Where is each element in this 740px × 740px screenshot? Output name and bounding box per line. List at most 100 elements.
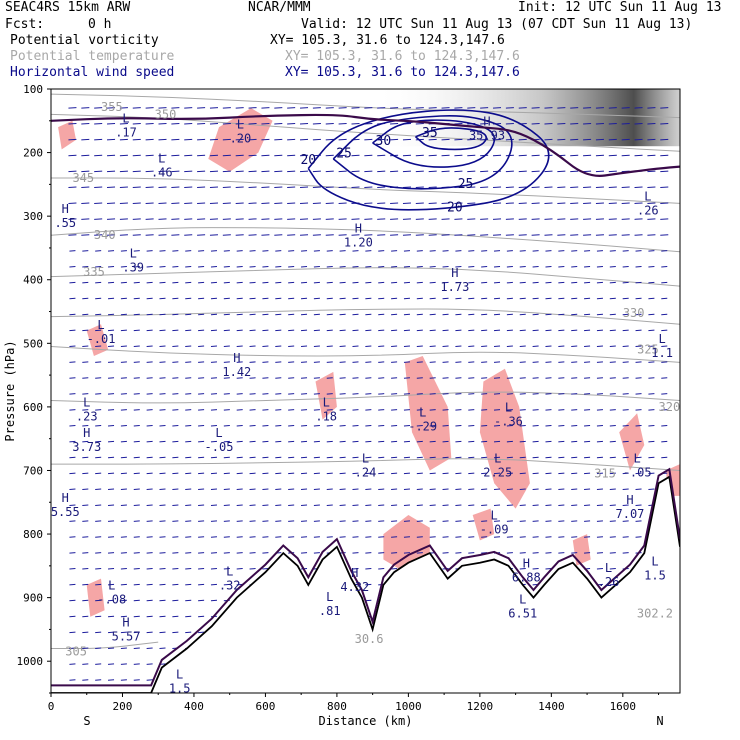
wind-vector (544, 202, 553, 204)
wind-vector (313, 313, 320, 316)
wind-vector (391, 377, 398, 379)
wind-vector (107, 663, 115, 665)
wind-vector (648, 472, 655, 475)
wind-vector (172, 504, 179, 506)
wind-vector (365, 424, 372, 427)
wind-vector (146, 409, 153, 411)
wind-vector (198, 266, 205, 268)
wind-vector (416, 552, 423, 554)
wind-vector (325, 234, 334, 236)
wind-vector (339, 504, 346, 506)
y-tick-label: 200 (23, 147, 43, 160)
wind-vector (609, 377, 616, 379)
wind-vector (262, 361, 269, 363)
wind-vector (120, 536, 127, 538)
wind-vector (274, 122, 283, 125)
wind-vector (442, 313, 449, 316)
wind-vector (120, 472, 127, 475)
wind-vector (133, 377, 140, 379)
theta-label-345: 345 (72, 171, 94, 185)
wind-vector (275, 424, 282, 427)
theta-label-330: 330 (623, 306, 645, 320)
wind-vector (532, 361, 539, 363)
wind-vector (429, 409, 436, 411)
wind-vector (82, 552, 89, 554)
pv-extremum-letter-26: L (108, 579, 115, 593)
wind-vector (107, 345, 115, 347)
wind-vector (313, 393, 320, 395)
wind-vector (468, 536, 475, 538)
wind-vector (647, 234, 656, 236)
wind-vector (249, 377, 256, 379)
theta-contour-330 (51, 308, 680, 325)
wind-vector (661, 424, 668, 427)
wind-vector (635, 440, 642, 443)
pv-extremum-value-21: -.05 (623, 465, 652, 479)
x-tick-label: 1600 (610, 700, 637, 713)
wind-speed-label-5: 25 (458, 177, 474, 192)
wind-vector (596, 440, 603, 443)
wind-vector (532, 313, 539, 316)
wind-vector (506, 424, 513, 427)
wind-vector (609, 345, 616, 347)
wind-vector (300, 345, 308, 347)
wind-vector (262, 440, 269, 443)
wind-vector (532, 472, 539, 475)
wind-vector (159, 345, 166, 347)
wind-vector (339, 266, 346, 268)
wind-vector (648, 440, 655, 443)
wind-vector (622, 281, 629, 284)
wind-vector (95, 424, 102, 427)
wind-vector (300, 472, 308, 475)
wind-vector (634, 107, 643, 109)
wind-vector (197, 218, 206, 220)
pv-anomaly-3 (86, 324, 109, 356)
wind-vector (82, 281, 89, 284)
field-xy-wind: XY= 105.3, 31.6 to 124.3,147.6 (285, 65, 520, 80)
wind-vector (95, 266, 102, 268)
wind-vector (622, 409, 629, 411)
wind-vector (235, 202, 244, 204)
wind-vector (223, 568, 230, 570)
wind-vector (352, 393, 359, 395)
wind-vector (172, 520, 179, 522)
wind-vector (222, 154, 231, 157)
wind-vector (81, 154, 90, 157)
pv-extremum-value-19: .24 (355, 465, 377, 479)
wind-vector (274, 218, 283, 220)
wind-vector (391, 313, 398, 316)
wind-vector (634, 218, 643, 220)
wind-vector (210, 568, 218, 570)
pv-extremum-letter-31: L (326, 590, 333, 604)
wind-vector (596, 250, 603, 252)
wind-speed-contour-35 (414, 127, 487, 151)
wind-vector (159, 520, 166, 522)
wind-vector (596, 552, 603, 554)
wind-vector (95, 599, 102, 602)
wind-vector (82, 568, 89, 570)
wind-vector (325, 202, 334, 204)
wind-vector (596, 456, 603, 459)
pv-extremum-value-3: .46 (151, 165, 173, 179)
wind-vector (378, 472, 385, 475)
wind-vector (442, 250, 449, 252)
wind-vector (416, 313, 423, 316)
pv-extremum-letter-17: H (83, 426, 90, 440)
wind-vector (584, 393, 591, 395)
wind-vector (352, 424, 359, 427)
wind-vector (236, 552, 243, 554)
wind-vector (595, 202, 604, 204)
pv-extremum-letter-34: L (176, 668, 183, 682)
wind-vector (210, 440, 218, 443)
wind-vector (352, 361, 359, 363)
wind-vector (415, 122, 424, 125)
wind-vector (660, 202, 669, 204)
wind-vector (402, 138, 411, 141)
wind-vector (545, 536, 552, 538)
wind-vector (648, 456, 655, 459)
wind-vector (505, 234, 514, 236)
wind-vector (584, 440, 591, 443)
wind-vector (69, 313, 76, 316)
wind-vector (81, 138, 90, 141)
wind-vector (378, 313, 385, 316)
